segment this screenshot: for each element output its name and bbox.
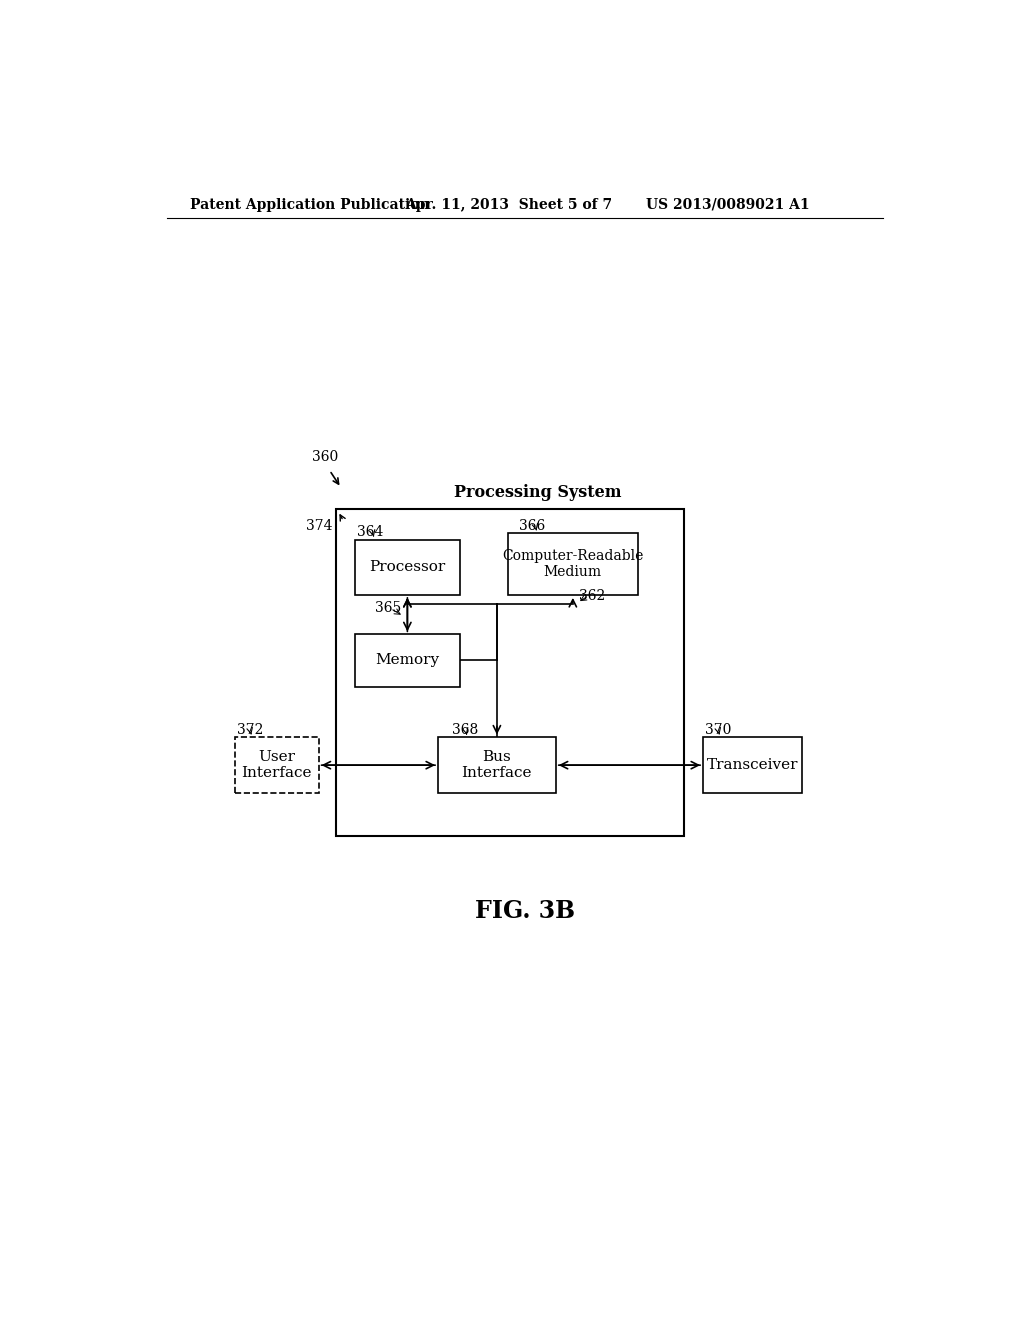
Text: 372: 372 [237,723,263,737]
Text: 366: 366 [519,519,546,533]
Bar [234,738,318,793]
Bar [355,635,460,686]
Bar [508,533,638,595]
Bar [336,508,684,836]
Text: 364: 364 [356,525,383,539]
Text: 370: 370 [705,723,731,737]
Text: User
Interface: User Interface [242,750,312,780]
Text: 365: 365 [375,602,401,615]
Text: Patent Application Publication: Patent Application Publication [190,198,430,211]
Text: Processor: Processor [370,560,445,574]
Text: Transceiver: Transceiver [707,758,799,772]
Text: Memory: Memory [376,653,439,668]
Text: 368: 368 [452,723,478,737]
Text: 374: 374 [306,519,333,533]
Text: Apr. 11, 2013  Sheet 5 of 7: Apr. 11, 2013 Sheet 5 of 7 [406,198,612,211]
Text: 360: 360 [312,450,339,465]
Text: FIG. 3B: FIG. 3B [475,899,574,924]
Bar [355,540,460,595]
Bar [438,738,556,793]
Text: 362: 362 [579,589,605,603]
Text: US 2013/0089021 A1: US 2013/0089021 A1 [646,198,809,211]
Text: Bus
Interface: Bus Interface [462,750,532,780]
Text: Processing System: Processing System [455,484,622,502]
Bar [703,738,802,793]
Text: Computer-Readable
Medium: Computer-Readable Medium [502,549,643,579]
